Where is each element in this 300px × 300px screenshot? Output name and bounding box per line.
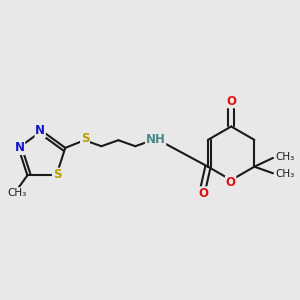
Text: CH₃: CH₃ (276, 169, 295, 179)
Text: CH₃: CH₃ (7, 188, 26, 198)
Text: S: S (81, 132, 89, 145)
Text: N: N (15, 141, 25, 154)
Text: O: O (226, 176, 236, 189)
Text: NH: NH (146, 133, 166, 146)
Text: CH₃: CH₃ (276, 152, 295, 162)
Text: O: O (226, 94, 236, 108)
Text: S: S (52, 168, 61, 181)
Text: O: O (198, 187, 208, 200)
Text: N: N (35, 124, 45, 137)
